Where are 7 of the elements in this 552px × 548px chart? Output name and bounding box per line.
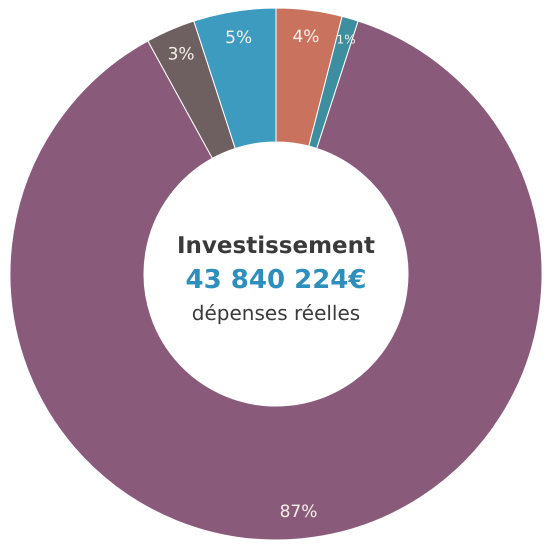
text: dépenses réelles bbox=[192, 301, 360, 325]
text: Investissement bbox=[176, 233, 376, 259]
data-label: 87% bbox=[280, 502, 318, 522]
data-label: 5% bbox=[225, 28, 252, 48]
data-label: 3% bbox=[168, 44, 195, 65]
text: 43 840 224€ bbox=[186, 265, 366, 295]
data-label: 4% bbox=[292, 26, 320, 47]
